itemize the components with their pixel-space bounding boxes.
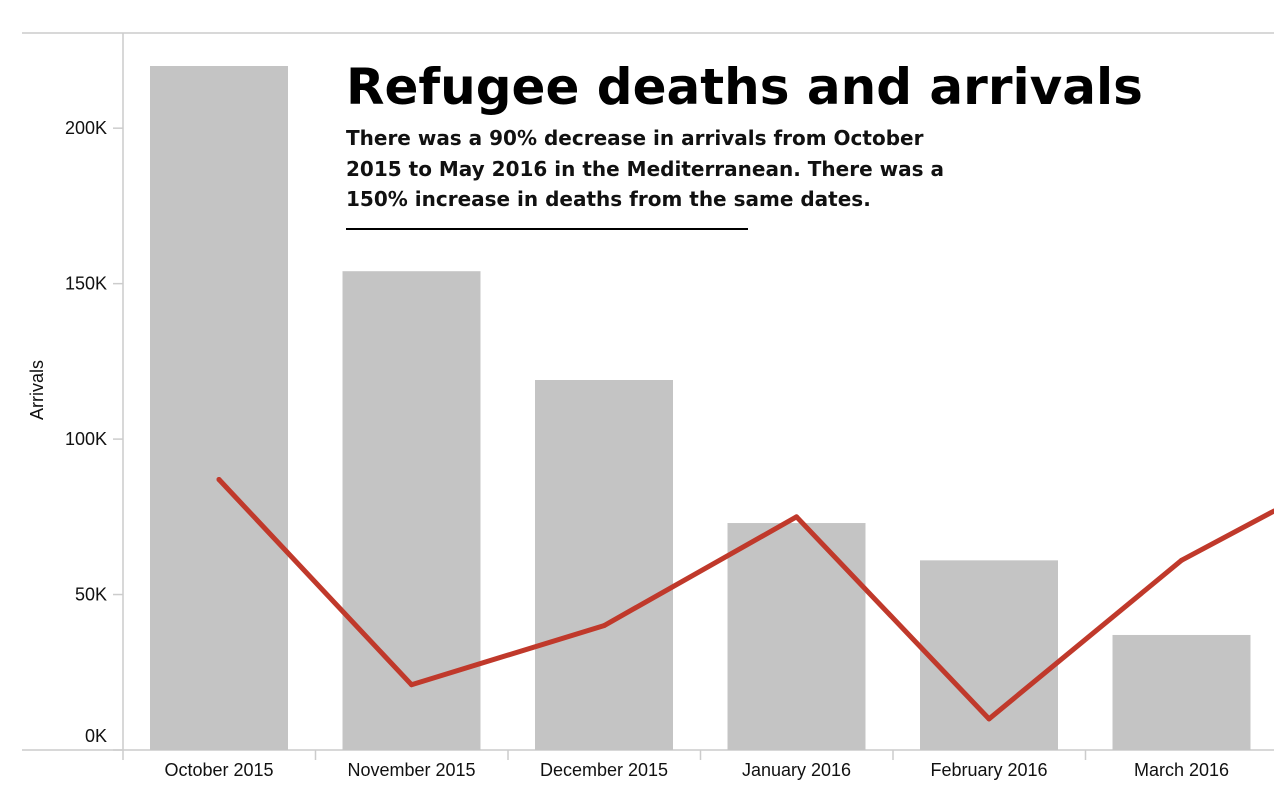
chart-title: Refugee deaths and arrivals bbox=[346, 58, 1143, 116]
deaths-point-5 bbox=[1179, 557, 1184, 563]
bar-4 bbox=[920, 560, 1058, 750]
deaths-point-1 bbox=[409, 682, 414, 688]
x-tick-label-1: November 2015 bbox=[347, 760, 475, 780]
bar-0 bbox=[150, 66, 288, 750]
x-ticks: October 2015 November 2015 December 2015 Ja… bbox=[122, 750, 1229, 780]
bars bbox=[150, 66, 1251, 750]
bar-3 bbox=[727, 523, 866, 750]
x-tick-label-0: October 2015 bbox=[164, 760, 273, 780]
x-tick-label-5: March 2016 bbox=[1134, 760, 1229, 780]
y-axis-title: Arrivals bbox=[27, 360, 47, 420]
y-tick-label-0: 0K bbox=[85, 726, 107, 746]
deaths-point-4 bbox=[986, 716, 992, 722]
x-tick-label-2: December 2015 bbox=[540, 760, 668, 780]
y-tick-label-2: 100K bbox=[65, 429, 107, 449]
bar-5 bbox=[1112, 634, 1251, 750]
x-tick-label-4: February 2016 bbox=[930, 760, 1047, 780]
subtitle-line-3: 150% increase in deaths from the same da… bbox=[346, 187, 871, 211]
subtitle-line-2: 2015 to May 2016 in the Mediterranean. T… bbox=[346, 157, 944, 181]
deaths-point-2 bbox=[601, 623, 607, 629]
deaths-line-layer bbox=[216, 477, 1274, 722]
x-tick-label-3: January 2016 bbox=[742, 760, 851, 780]
subtitle-line-1: There was a 90% decrease in arrivals fro… bbox=[346, 126, 924, 150]
y-tick-label-3: 150K bbox=[65, 274, 107, 294]
y-tick-label-1: 50K bbox=[75, 585, 107, 605]
y-tick-label-4: 200K bbox=[65, 118, 107, 138]
bar-1 bbox=[342, 271, 481, 750]
bar-2 bbox=[535, 380, 673, 750]
deaths-point-0 bbox=[216, 477, 222, 483]
y-ticks: 0K 50K 100K 150K 200K bbox=[65, 118, 123, 751]
deaths-point-3 bbox=[794, 514, 799, 520]
